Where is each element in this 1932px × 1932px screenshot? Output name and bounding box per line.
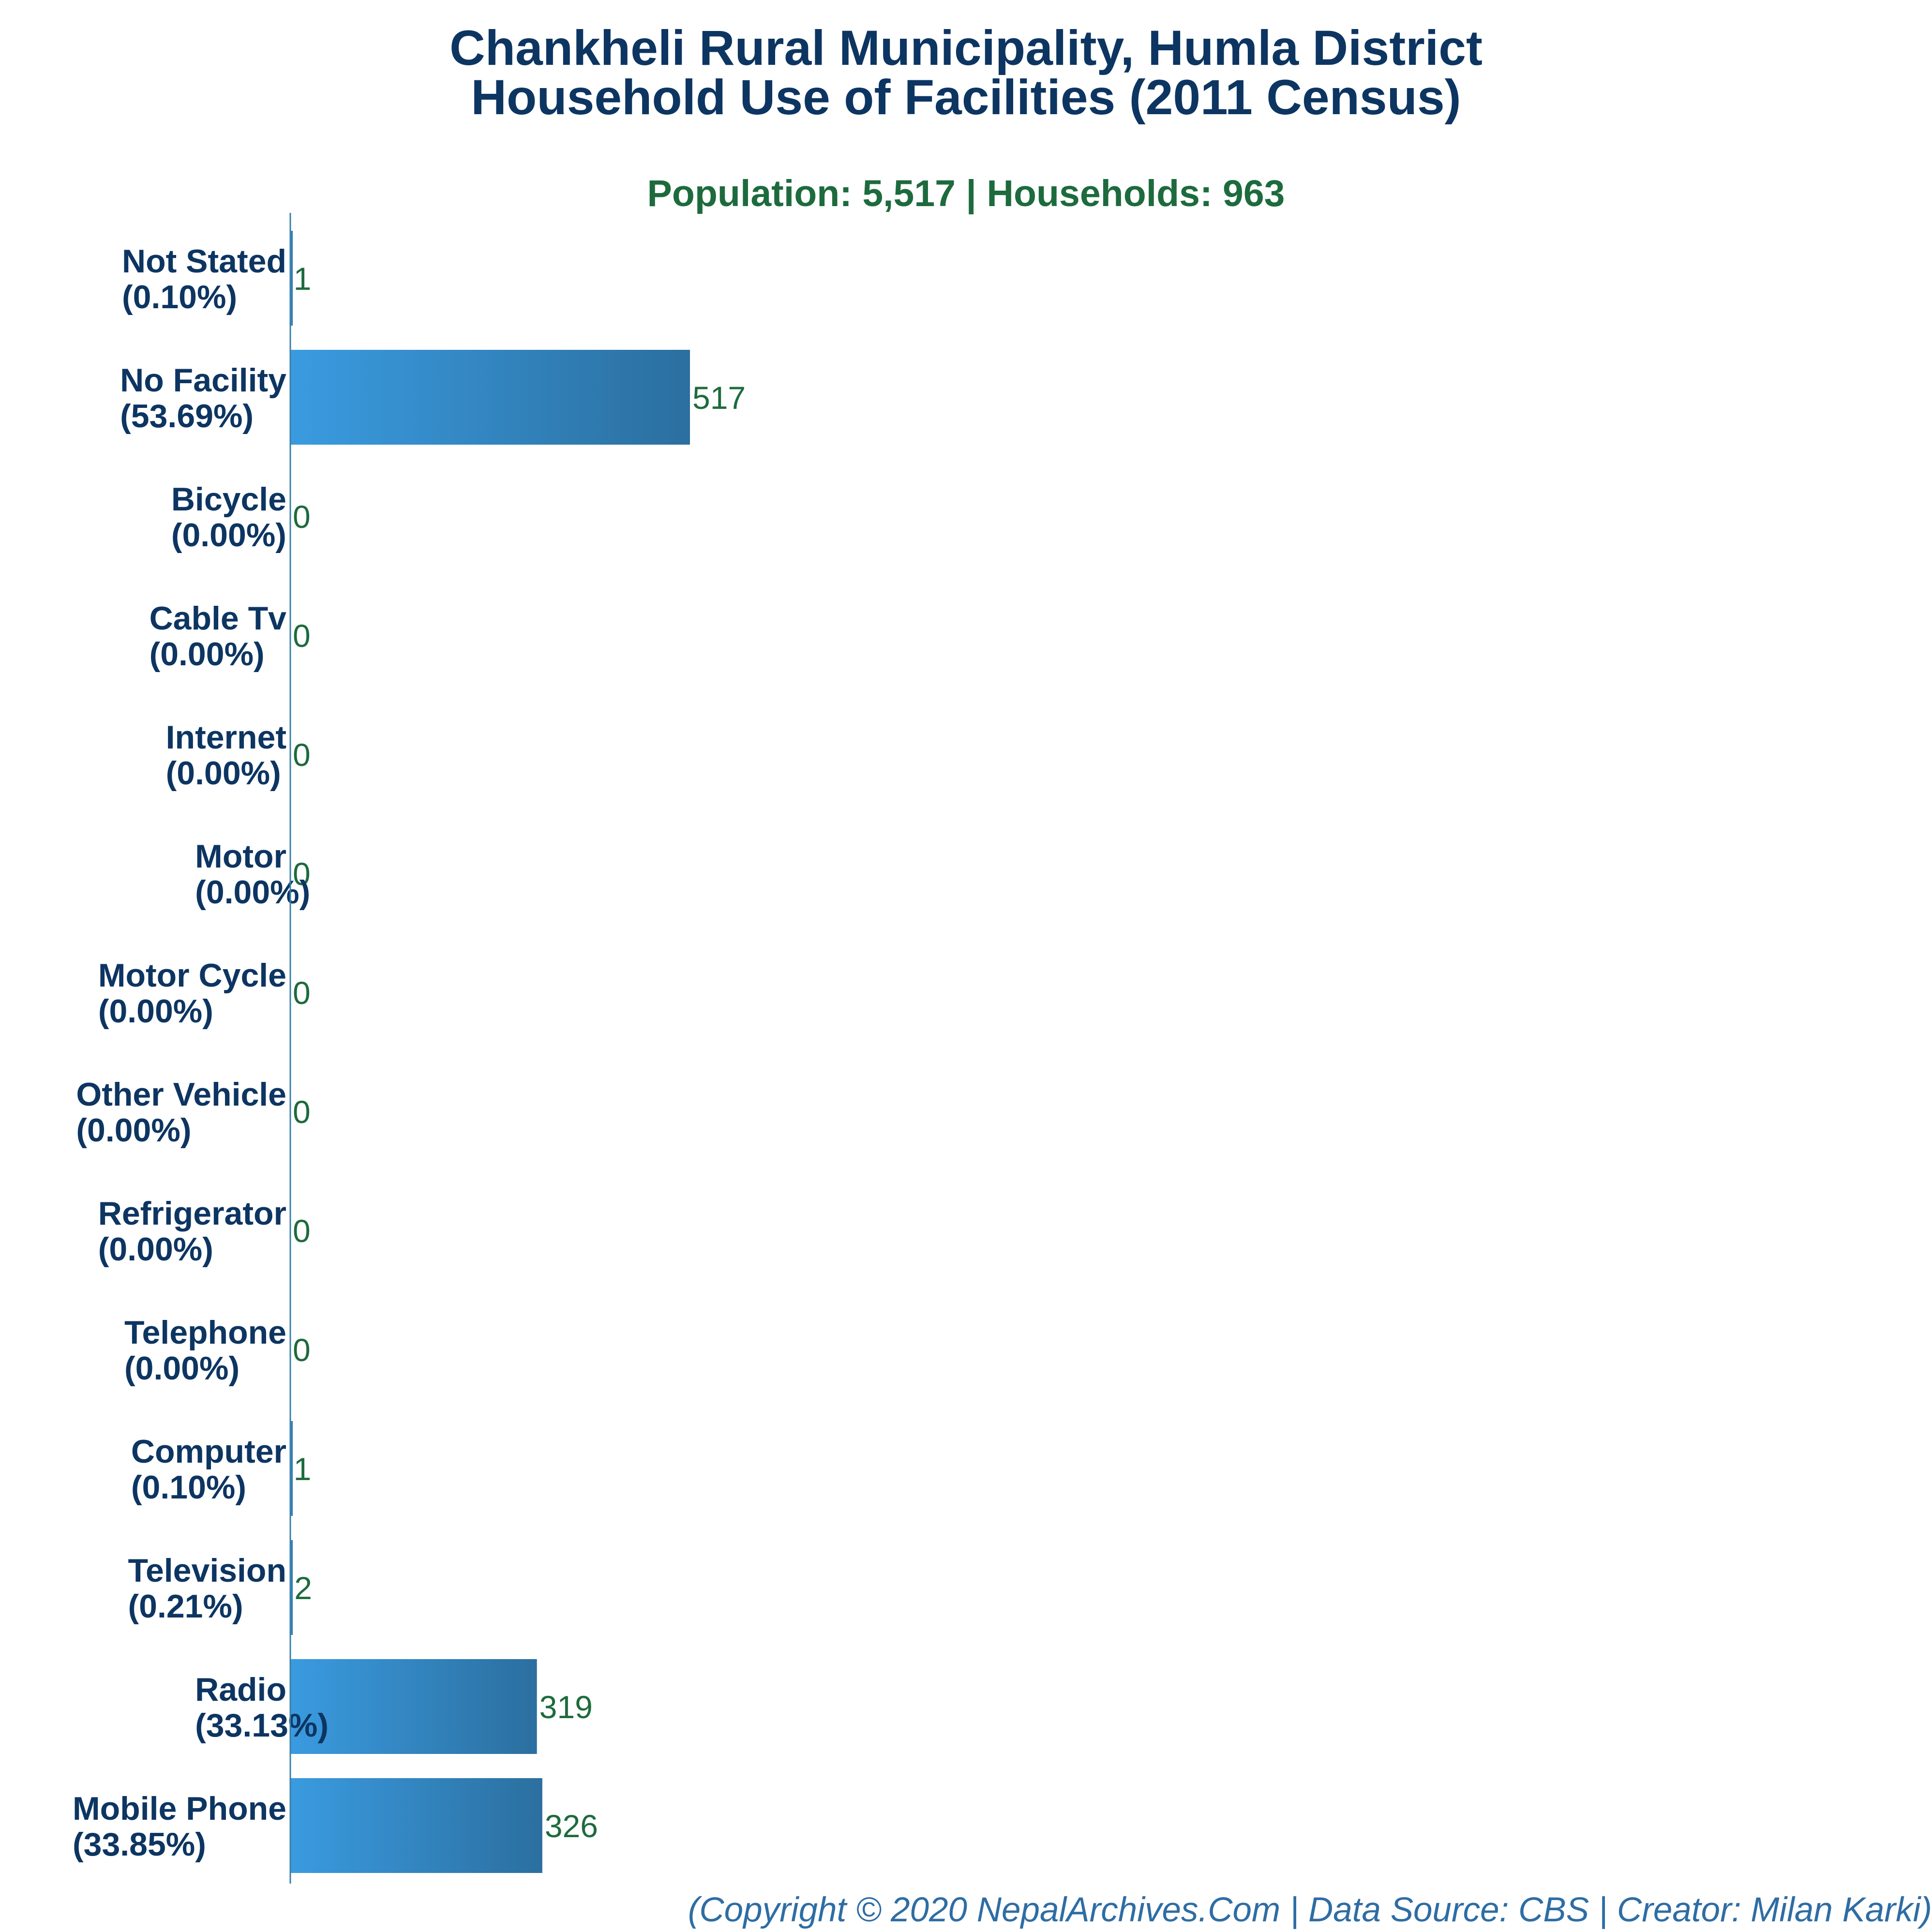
value-label-motor: 0 xyxy=(293,856,311,892)
category-percent-television: (0.21%) xyxy=(128,1588,243,1625)
category-label-computer: Computer xyxy=(131,1433,286,1470)
category-percent-refrigerator: (0.00%) xyxy=(98,1231,213,1268)
value-label-no-facility: 517 xyxy=(692,380,746,416)
category-percent-no-facility: (53.69%) xyxy=(120,398,254,434)
bar-no-facility xyxy=(290,350,690,445)
value-label-computer: 1 xyxy=(294,1451,312,1487)
bar-radio xyxy=(290,1659,537,1754)
value-label-telephone: 0 xyxy=(293,1332,311,1368)
bar-computer xyxy=(290,1421,293,1516)
category-label-not-stated: Not Stated xyxy=(122,243,286,280)
category-label-television: Television xyxy=(128,1552,286,1589)
footer-credit: (Copyright © 2020 NepalArchives.Com | Da… xyxy=(688,1891,1932,1930)
value-label-internet: 0 xyxy=(293,737,311,773)
category-percent-not-stated: (0.10%) xyxy=(122,279,237,315)
category-percent-mobile-phone: (33.85%) xyxy=(73,1826,206,1863)
value-label-other-vehicle: 0 xyxy=(293,1094,311,1130)
value-label-radio: 319 xyxy=(539,1689,593,1725)
category-percent-internet: (0.00%) xyxy=(166,755,281,792)
value-label-refrigerator: 0 xyxy=(293,1213,311,1249)
category-label-radio: Radio xyxy=(195,1671,286,1708)
category-label-mobile-phone: Mobile Phone xyxy=(73,1790,286,1827)
category-percent-computer: (0.10%) xyxy=(131,1469,246,1506)
category-label-motor-cycle: Motor Cycle xyxy=(98,957,286,994)
category-label-cable-tv: Cable Tv xyxy=(150,600,287,637)
chart-title-line-2: Household Use of Facilities (2011 Census… xyxy=(471,70,1461,125)
category-label-other-vehicle: Other Vehicle xyxy=(76,1076,286,1113)
category-label-no-facility: No Facility xyxy=(120,362,286,399)
category-percent-motor-cycle: (0.00%) xyxy=(98,993,213,1030)
chart-subtitle: Population: 5,517 | Households: 963 xyxy=(647,173,1285,214)
category-percent-motor: (0.00%) xyxy=(195,874,310,911)
value-label-motor-cycle: 0 xyxy=(293,975,311,1011)
category-percent-bicycle: (0.00%) xyxy=(171,517,286,554)
value-label-not-stated: 1 xyxy=(294,261,312,297)
category-percent-cable-tv: (0.00%) xyxy=(150,636,265,673)
chart-title-line-1: Chankheli Rural Municipality, Humla Dist… xyxy=(449,20,1483,75)
category-label-internet: Internet xyxy=(166,719,286,756)
category-percent-other-vehicle: (0.00%) xyxy=(76,1112,191,1149)
category-label-telephone: Telephone xyxy=(124,1314,286,1351)
value-label-mobile-phone: 326 xyxy=(545,1808,598,1844)
value-label-television: 2 xyxy=(294,1570,312,1606)
category-percent-telephone: (0.00%) xyxy=(124,1350,240,1387)
value-label-cable-tv: 0 xyxy=(293,618,311,654)
value-label-bicycle: 0 xyxy=(293,499,311,535)
bar-television xyxy=(290,1540,293,1635)
category-label-refrigerator: Refrigerator xyxy=(98,1195,286,1232)
category-label-bicycle: Bicycle xyxy=(171,481,286,518)
bar-mobile-phone xyxy=(290,1778,542,1873)
bar-not-stated xyxy=(290,231,293,326)
category-percent-radio: (33.13%) xyxy=(195,1707,329,1744)
category-label-motor: Motor xyxy=(195,838,286,875)
